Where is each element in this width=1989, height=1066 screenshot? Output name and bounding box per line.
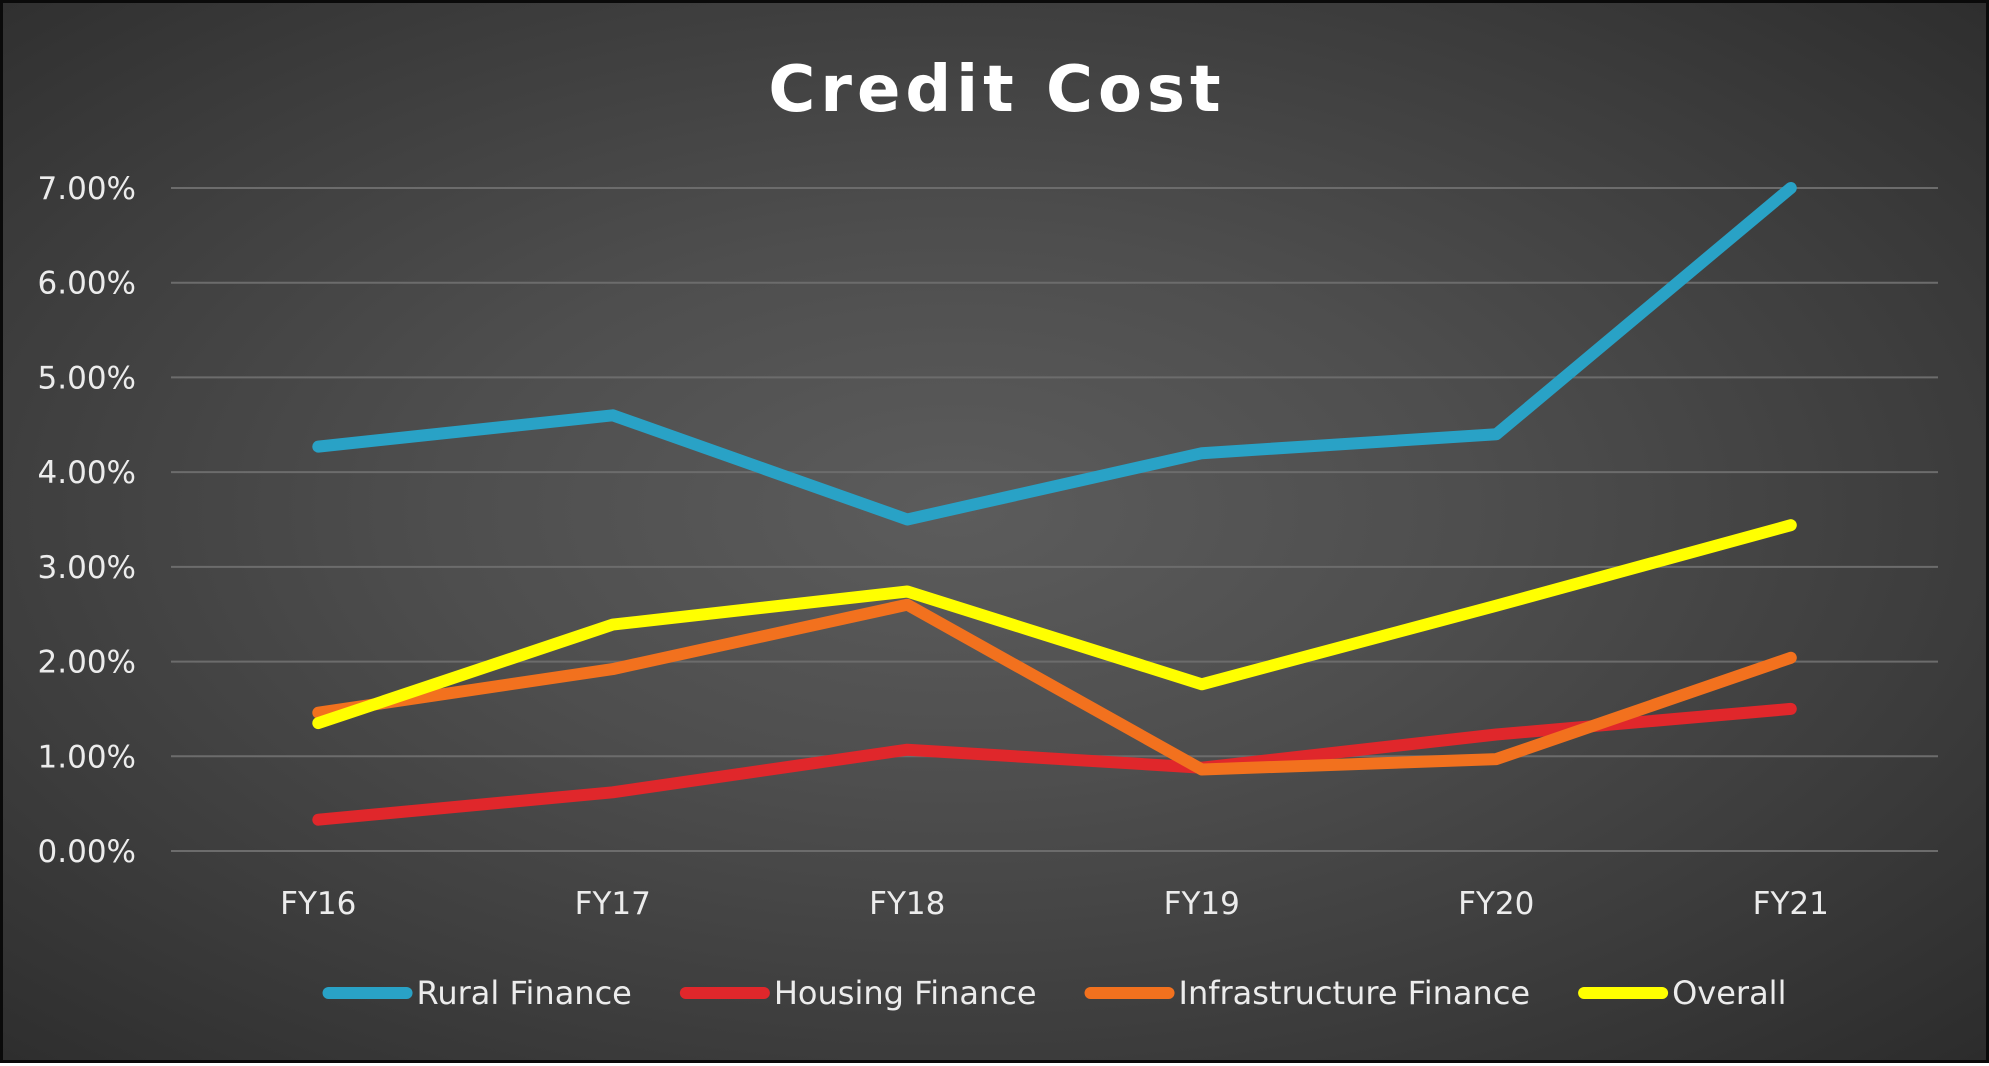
legend-label: Housing Finance [774, 974, 1037, 1012]
series-line-overall [312, 519, 1797, 730]
y-tick-label: 4.00% [38, 455, 136, 491]
series-lines [312, 182, 1797, 826]
x-tick-label: FY18 [869, 886, 945, 922]
y-tick-label: 2.00% [38, 645, 136, 681]
x-tick-label: FY21 [1753, 886, 1829, 922]
chart-title: Credit Cost [768, 53, 1225, 127]
x-axis-tick-labels: FY16 FY17 FY18 FY19 FY20 FY21 [280, 886, 1829, 922]
y-tick-label: 3.00% [38, 550, 136, 586]
legend-item-overall: Overall [1578, 974, 1786, 1012]
y-tick-label: 6.00% [38, 266, 136, 302]
gridlines [171, 187, 1938, 852]
legend-item-rural-finance: Rural Finance [322, 974, 632, 1012]
x-tick-label: FY19 [1164, 886, 1240, 922]
legend-label: Rural Finance [417, 974, 632, 1012]
legend-label: Overall [1672, 974, 1786, 1012]
legend: Rural Finance Housing Finance Infrastructu… [322, 974, 1786, 1012]
x-tick-label: FY20 [1458, 886, 1534, 922]
y-tick-label: 5.00% [38, 360, 136, 396]
y-tick-label: 1.00% [38, 739, 136, 775]
y-tick-label: 7.00% [38, 171, 136, 207]
legend-item-infrastructure-finance: Infrastructure Finance [1084, 974, 1531, 1012]
legend-item-housing-finance: Housing Finance [679, 974, 1037, 1012]
series-line-infrastructure-finance [312, 598, 1797, 776]
series-line-housing-finance [312, 702, 1797, 826]
x-tick-label: FY17 [575, 886, 651, 922]
legend-label: Infrastructure Finance [1179, 974, 1531, 1012]
x-tick-label: FY16 [280, 886, 356, 922]
y-tick-label: 0.00% [38, 834, 136, 870]
credit-cost-line-chart: Credit Cost 0.00% 1.00% 2.00% 3.00% 4.00% 5.0… [38, 53, 1938, 1012]
y-axis-tick-labels: 0.00% 1.00% 2.00% 3.00% 4.00% 5.00% 6.00% 7.00% [38, 171, 136, 870]
series-line-rural-finance [312, 182, 1797, 526]
